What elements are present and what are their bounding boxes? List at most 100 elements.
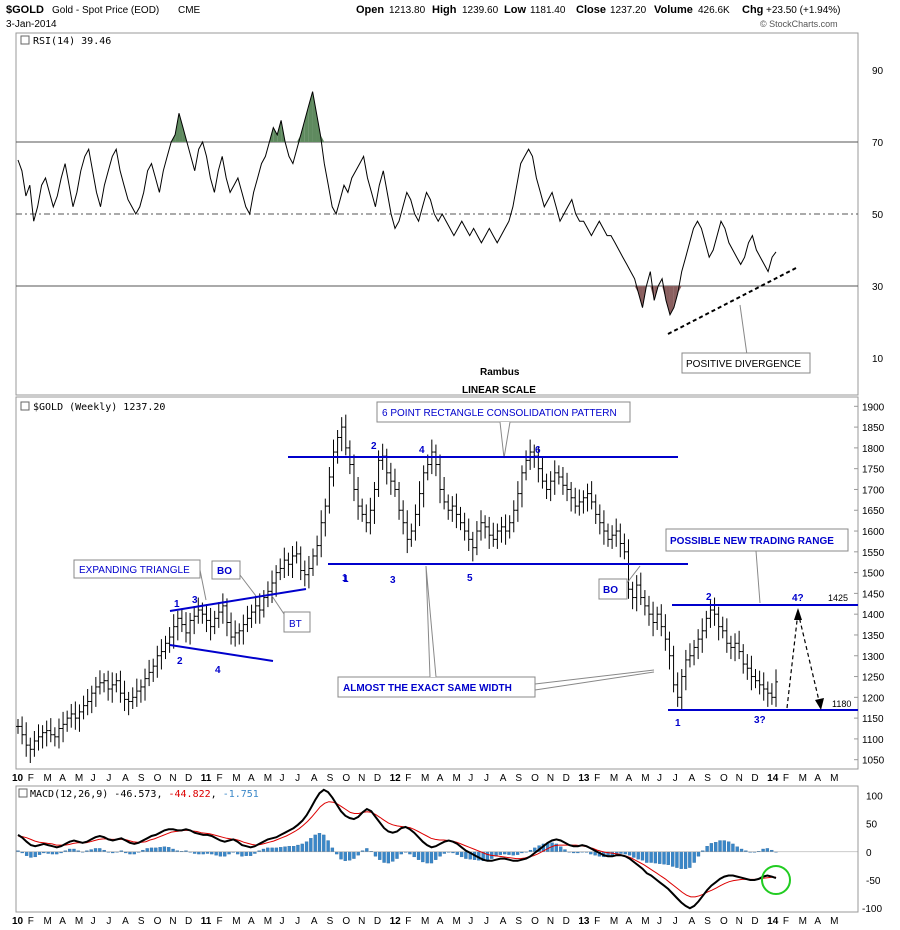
macd-histogram-bar (670, 851, 675, 867)
bo-text-1: BO (217, 566, 232, 577)
macd-xtick-label: S (515, 916, 522, 927)
rsi-oversold-fill (666, 286, 670, 315)
macd-histogram-bar (442, 851, 447, 854)
price-xtick-label: A (59, 773, 66, 784)
price-xtick-label: O (720, 773, 728, 784)
macd-ytick-label: -50 (866, 876, 881, 887)
macd-xtick-label: J (106, 916, 111, 927)
macd-histogram-bar (619, 851, 623, 854)
macd-histogram-bar (50, 851, 55, 855)
macd-xtick-label: F (594, 916, 600, 927)
macd-xtick-label: M (75, 916, 83, 927)
macd-xtick-label: M (43, 916, 51, 927)
close-value: 1237.20 (610, 5, 647, 16)
point-label-rect-1b: 1 (343, 574, 349, 585)
rsi-overbought-fill (179, 113, 183, 142)
macd-histogram-bar (248, 851, 253, 856)
point-label-tri-4: 4 (215, 665, 221, 676)
macd-histogram-bar (68, 848, 72, 852)
price-title-text: $GOLD (Weekly) 1237.20 (33, 402, 165, 413)
macd-histogram-bar (132, 851, 136, 855)
macd-histogram-bar (158, 847, 162, 852)
price-xtick-label: S (138, 773, 145, 784)
price-xtick-label: A (248, 773, 255, 784)
price-ytick-label: 1400 (862, 610, 885, 621)
macd-histogram-bar (253, 851, 257, 854)
macd-histogram-bar (227, 851, 231, 855)
low-label: Low (504, 4, 526, 16)
macd-histogram-bar (313, 834, 317, 852)
macd-xtick-label: A (437, 916, 444, 927)
macd-xtick-label: N (736, 916, 743, 927)
expanding-triangle-text: EXPANDING TRIANGLE (79, 565, 190, 576)
hist-value: -1.751 (223, 789, 259, 800)
macd-xtick-label: S (138, 916, 145, 927)
macd-histogram-bar (589, 851, 593, 855)
macd-histogram-bar (429, 851, 434, 864)
price-xtick-label: J (468, 773, 473, 784)
price-xtick-label: 10 (12, 773, 24, 784)
macd-panel-frame (15, 785, 859, 913)
price-xtick-label: 12 (390, 773, 402, 784)
macd-xtick-label: A (59, 916, 66, 927)
macd-xtick-label: D (751, 916, 758, 927)
rsi-overbought-fill (277, 120, 282, 142)
price-panel-frame (15, 396, 859, 770)
price-xtick-label: A (500, 773, 507, 784)
macd-histogram-bar (640, 851, 645, 861)
macd-title: MACD(12,26,9) -46.573, -44.822, -1.751 (18, 788, 259, 800)
macd-histogram-bar (688, 851, 692, 868)
price-xtick-label: N (358, 773, 365, 784)
price-xtick-label: M (799, 773, 807, 784)
macd-xtick-label: 13 (578, 916, 590, 927)
price-xtick-label: O (531, 773, 539, 784)
price-xtick-label: 13 (578, 773, 590, 784)
macd-histogram-bar (46, 851, 50, 854)
arrow-down-icon (815, 698, 824, 710)
macd-xtick-label: 12 (390, 916, 402, 927)
price-layer (16, 414, 778, 764)
rsi-oversold-fill (634, 286, 639, 294)
point-label-rect-1: 1 (342, 573, 348, 584)
bo-text-2: BO (603, 585, 618, 596)
macd-histogram-bar (563, 849, 567, 852)
price-xtick-label: M (264, 773, 272, 784)
macd-histogram-bar (283, 846, 287, 852)
macd-histogram-bar (55, 851, 59, 855)
macd-histogram-bar (197, 851, 201, 855)
macd-histogram-bar (201, 851, 205, 855)
macd-histogram-bar (382, 851, 386, 863)
macd-xtick-label: M (641, 916, 649, 927)
macd-xtick-label: A (248, 916, 255, 927)
macd-xtick-label: S (704, 916, 711, 927)
price-ytick-label: 1550 (862, 548, 885, 559)
open-value: 1213.80 (389, 5, 426, 16)
macd-histogram-bar (274, 847, 279, 852)
level-1180-label: 1180 (832, 699, 851, 709)
macd-xtick-label: S (327, 916, 334, 927)
volume-label: Volume (654, 4, 693, 16)
macd-histogram-bar (507, 851, 511, 855)
macd-histogram-bar (244, 851, 248, 856)
price-xtick-label: F (783, 773, 789, 784)
macd-xtick-label: M (799, 916, 807, 927)
macd-histogram-bar (632, 851, 636, 858)
macd-histogram-bar (356, 851, 360, 856)
same-width-callout: ALMOST THE EXACT SAME WIDTH (337, 565, 655, 698)
price-xtick-label: M (641, 773, 649, 784)
price-xtick-label: J (673, 773, 678, 784)
rsi-overbought-fill (312, 91, 317, 142)
rambus-label: Rambus (480, 367, 520, 378)
macd-histogram-bar (37, 851, 42, 855)
macd-xtick-label: F (405, 916, 411, 927)
macd-xtick-label: M (830, 916, 838, 927)
price-ytick-label: 1200 (862, 693, 885, 704)
macd-histogram-bar (662, 851, 666, 865)
macd-histogram-bar (485, 851, 490, 861)
point-label-rect-3: 3 (390, 575, 396, 586)
high-value: 1239.60 (462, 5, 499, 16)
price-xtick-label: 11 (201, 773, 212, 784)
macd-histogram-bar (291, 846, 296, 852)
macd-histogram-bar (559, 846, 563, 852)
